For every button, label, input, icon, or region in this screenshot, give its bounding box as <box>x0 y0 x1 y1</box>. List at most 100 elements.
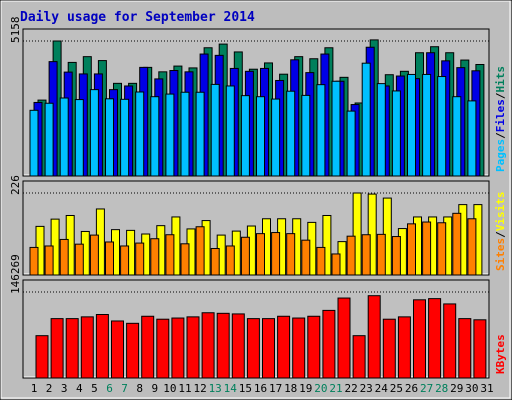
x-tick-label: 14 <box>224 382 238 395</box>
pages-bar <box>240 95 250 177</box>
x-tick-label: 4 <box>76 382 83 395</box>
kbytes-bar <box>216 312 230 379</box>
x-tick-label: 5 <box>91 382 98 395</box>
axis-label-kbytes: KBytes <box>494 334 507 374</box>
pages-bar <box>44 102 54 177</box>
sites-bar <box>74 243 84 276</box>
ymax-label: 146269 <box>9 254 22 294</box>
panel-2: 146269 KBytes <box>9 254 507 379</box>
x-tick-label: 28 <box>435 382 448 395</box>
pages-bar <box>210 83 220 177</box>
x-tick-label: 12 <box>193 382 206 395</box>
pages-bar <box>437 76 447 177</box>
kbytes-bar <box>171 317 185 379</box>
x-tick-label: 18 <box>284 382 297 395</box>
kbytes-bar <box>307 315 321 379</box>
pages-bar <box>391 90 401 177</box>
pages-bar <box>120 98 130 177</box>
x-tick-label: 21 <box>329 382 342 395</box>
kbytes-bar <box>322 309 336 379</box>
ymax-label: 226 <box>9 175 22 195</box>
pages-bar <box>195 91 205 177</box>
x-tick-label: 13 <box>209 382 222 395</box>
pages-bar <box>150 96 160 177</box>
pages-bar <box>286 90 296 177</box>
ymax-label: 5158 <box>9 17 22 44</box>
kbytes-bar <box>428 298 442 379</box>
sites-bar <box>29 246 39 276</box>
x-tick-label: 24 <box>375 382 389 395</box>
kbytes-bar <box>186 316 200 379</box>
sites-bar <box>437 222 447 276</box>
x-tick-label: 1 <box>31 382 38 395</box>
x-tick-label: 22 <box>344 382 357 395</box>
sites-bar <box>271 232 281 276</box>
kbytes-bar <box>201 312 215 379</box>
sites-bar <box>165 234 175 276</box>
pages-bar <box>135 91 145 177</box>
sites-bar <box>120 245 130 276</box>
series-axis-label: Sites/Visits <box>494 192 507 272</box>
kbytes-bar <box>126 322 140 379</box>
sites-bar <box>135 242 145 276</box>
x-tick-label: 20 <box>314 382 327 395</box>
x-tick-label: 23 <box>360 382 373 395</box>
x-tick-label: 25 <box>390 382 403 395</box>
kbytes-bar <box>141 315 155 379</box>
x-tick-label: 26 <box>405 382 418 395</box>
sites-bar <box>467 218 477 276</box>
pages-bar <box>225 85 235 177</box>
pages-bar <box>407 73 416 177</box>
axis-label-pages: Pages <box>494 139 507 172</box>
pages-bar <box>256 96 265 177</box>
axis-label-separator: / <box>494 231 507 238</box>
sites-bar <box>225 245 235 276</box>
kbytes-bar <box>367 295 381 379</box>
axis-label-sites: Sites <box>494 238 507 271</box>
kbytes-bar <box>277 315 291 379</box>
kbytes-bar <box>65 318 79 379</box>
axis-label-hits: Hits <box>494 66 507 93</box>
sites-bar <box>376 233 386 276</box>
axis-label-visits: Visits <box>494 192 507 232</box>
sites-bar <box>256 233 265 276</box>
pages-bar <box>422 73 432 177</box>
sites-bar <box>89 234 99 276</box>
sites-bar <box>452 212 462 276</box>
sites-bar <box>361 234 371 276</box>
kbytes-bar <box>95 314 109 379</box>
x-tick-label: 17 <box>269 382 282 395</box>
x-tick-label: 9 <box>151 382 158 395</box>
sites-bar <box>195 226 205 276</box>
pages-bar <box>180 91 190 177</box>
x-tick-label: 11 <box>178 382 191 395</box>
kbytes-bar <box>443 303 457 379</box>
kbytes-bar <box>111 320 124 379</box>
x-tick-label: 15 <box>239 382 252 395</box>
pages-bar <box>74 99 84 177</box>
pages-bar <box>271 98 281 177</box>
pages-bar <box>59 97 69 177</box>
sites-bar <box>301 239 311 276</box>
axis-label-files: Files <box>494 99 507 132</box>
kbytes-bar <box>35 335 49 379</box>
pages-bar <box>301 94 311 177</box>
kbytes-bar <box>473 319 487 379</box>
visits-bar <box>352 192 362 276</box>
sites-bar <box>180 243 190 276</box>
kbytes-bar <box>156 318 170 379</box>
kbytes-bar <box>352 335 366 379</box>
kbytes-bar <box>50 318 64 379</box>
kbytes-bar <box>382 318 396 379</box>
x-tick-label: 7 <box>121 382 128 395</box>
sites-bar <box>316 246 326 276</box>
x-tick-label: 3 <box>61 382 68 395</box>
sites-bar <box>331 253 341 276</box>
pages-bar <box>105 98 114 177</box>
sites-bar <box>150 238 160 276</box>
x-tick-label: 31 <box>480 382 493 395</box>
x-tick-label: 30 <box>465 382 478 395</box>
pages-bar <box>467 100 477 177</box>
